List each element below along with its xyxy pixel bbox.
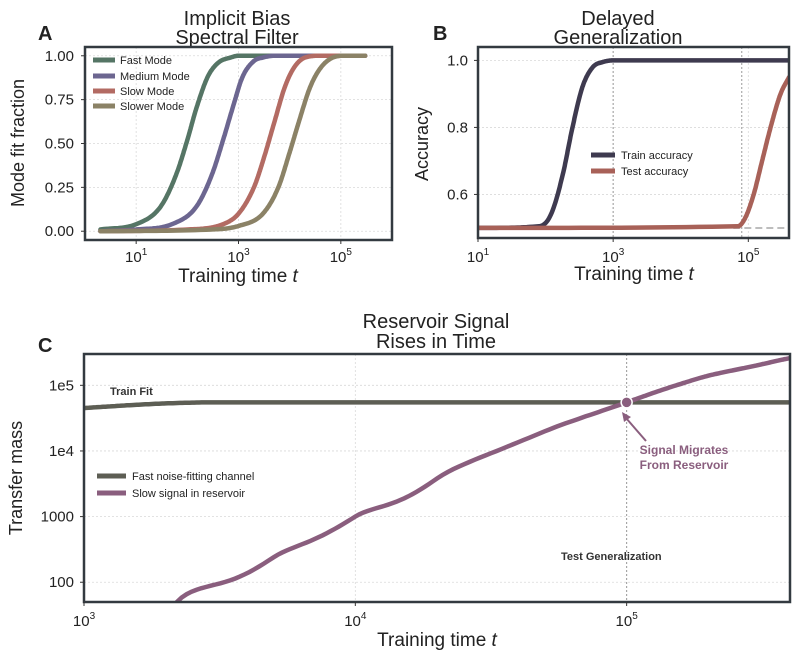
panel-a-xlabel: Training time t xyxy=(178,266,298,287)
panel-b: B Delayed Generalization 101 103 105 0.6 0.8… xyxy=(412,8,791,285)
panel-c-frame xyxy=(82,352,792,604)
panel-c-letter: C xyxy=(38,335,52,357)
annotation-arrow xyxy=(622,412,647,442)
annotation-train-fit: Train Fit xyxy=(110,386,153,398)
series-line-test-accuracy xyxy=(478,74,789,231)
panel-b-ylabel: Accuracy xyxy=(412,107,432,181)
series-line-fast-noise-fitting-channel xyxy=(84,400,790,411)
panel-a-title-line2: Spectral Filter xyxy=(175,27,299,49)
y-tick-label: 0.50 xyxy=(45,136,74,153)
panel-b-legend: Train accuracy Test accuracy xyxy=(591,150,693,178)
panel-b-title-line2: Generalization xyxy=(554,27,683,49)
x-tick-label: 104 xyxy=(344,611,367,630)
series-line-train-accuracy xyxy=(478,58,789,231)
series-line-slow-signal-in-reservoir xyxy=(174,355,790,602)
annotation-test-generalization: Test Generalization xyxy=(561,551,662,563)
y-tick-label: 0.6 xyxy=(447,186,468,203)
legend-label-slower: Slower Mode xyxy=(120,101,184,113)
y-tick-label: 100 xyxy=(49,574,74,591)
panel-b-title-line1: Delayed xyxy=(581,8,654,30)
legend-label-signal: Slow signal in reservoir xyxy=(132,488,245,500)
annotation-migrate-line1: Signal Migrates xyxy=(640,443,729,457)
legend-label-train: Train accuracy xyxy=(621,150,693,162)
legend-label-test: Test accuracy xyxy=(621,166,689,178)
y-tick-label: 1000 xyxy=(41,509,74,526)
y-tick-label: 1.00 xyxy=(45,48,74,65)
panel-c: C Reservoir Signal Rises in Time 103 104 1… xyxy=(6,311,792,651)
panel-a-ticks: 101 103 105 0.00 0.25 0.50 0.75 1.00 xyxy=(45,48,353,266)
y-tick-label: 0.8 xyxy=(447,119,468,136)
x-tick-label: 101 xyxy=(467,247,490,266)
panel-b-series xyxy=(478,58,789,231)
panel-c-xlabel: Training time t xyxy=(377,630,497,651)
panel-a-legend: Fast Mode Medium Mode Slow Mode Slower M… xyxy=(93,55,190,113)
x-tick-label: 103 xyxy=(227,247,250,266)
panel-b-frame xyxy=(476,45,791,240)
migration-point-marker xyxy=(620,396,633,409)
legend-label-slow: Slow Mode xyxy=(120,86,174,98)
panel-a-letter: A xyxy=(38,23,52,45)
y-tick-label: 1e5 xyxy=(49,377,74,394)
x-tick-label: 103 xyxy=(73,611,96,630)
series-line-slow-mode xyxy=(98,53,368,234)
x-tick-label: 103 xyxy=(602,247,625,266)
panel-c-ylabel: Transfer mass xyxy=(6,421,26,535)
panel-c-title-line2: Rises in Time xyxy=(376,331,496,353)
series-line-fast-mode xyxy=(98,53,368,232)
y-tick-label: 1.0 xyxy=(447,52,468,69)
y-tick-label: 1e4 xyxy=(49,443,74,460)
x-tick-label: 105 xyxy=(330,247,353,266)
panel-a: A Implicit Bias Spectral Filter 101 103 10… xyxy=(8,8,394,287)
panel-b-xlabel: Training time t xyxy=(574,264,694,285)
panel-b-ticks: 101 103 105 0.6 0.8 1.0 xyxy=(447,52,760,266)
panel-a-series xyxy=(98,53,368,234)
annotation-migrate-line2: From Reservoir xyxy=(640,458,729,472)
legend-label-noise: Fast noise-fitting channel xyxy=(132,471,254,483)
panel-a-ylabel: Mode fit fraction xyxy=(8,79,28,207)
y-tick-label: 0.00 xyxy=(45,223,74,240)
legend-label-fast: Fast Mode xyxy=(120,55,172,67)
panel-c-legend: Fast noise-fitting channel Slow signal i… xyxy=(97,471,254,500)
panel-c-ticks: 103 104 105 100 1000 1e4 1e5 xyxy=(41,377,639,630)
panel-c-title-line1: Reservoir Signal xyxy=(363,311,510,333)
panel-b-grid xyxy=(477,47,789,238)
y-tick-label: 0.75 xyxy=(45,92,74,109)
panel-c-series xyxy=(84,355,790,602)
series-line-slower-mode xyxy=(98,53,368,234)
panel-a-title-line1: Implicit Bias xyxy=(184,8,291,30)
series-line-medium-mode xyxy=(98,53,368,234)
panel-b-letter: B xyxy=(433,23,447,45)
x-tick-label: 101 xyxy=(125,247,148,266)
x-tick-label: 105 xyxy=(616,611,639,630)
legend-label-medium: Medium Mode xyxy=(120,71,190,83)
x-tick-label: 105 xyxy=(737,247,760,266)
y-tick-label: 0.25 xyxy=(45,179,74,196)
